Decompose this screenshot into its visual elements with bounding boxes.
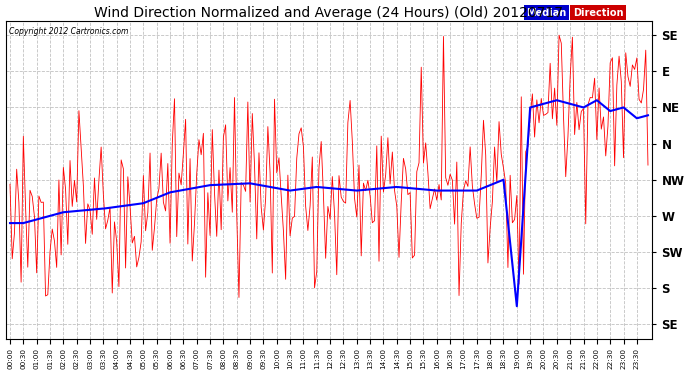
Text: Direction: Direction	[573, 8, 623, 18]
Text: Median: Median	[526, 8, 566, 18]
Title: Wind Direction Normalized and Average (24 Hours) (Old) 20120717: Wind Direction Normalized and Average (2…	[95, 6, 564, 20]
Text: Copyright 2012 Cartronics.com: Copyright 2012 Cartronics.com	[9, 27, 128, 36]
